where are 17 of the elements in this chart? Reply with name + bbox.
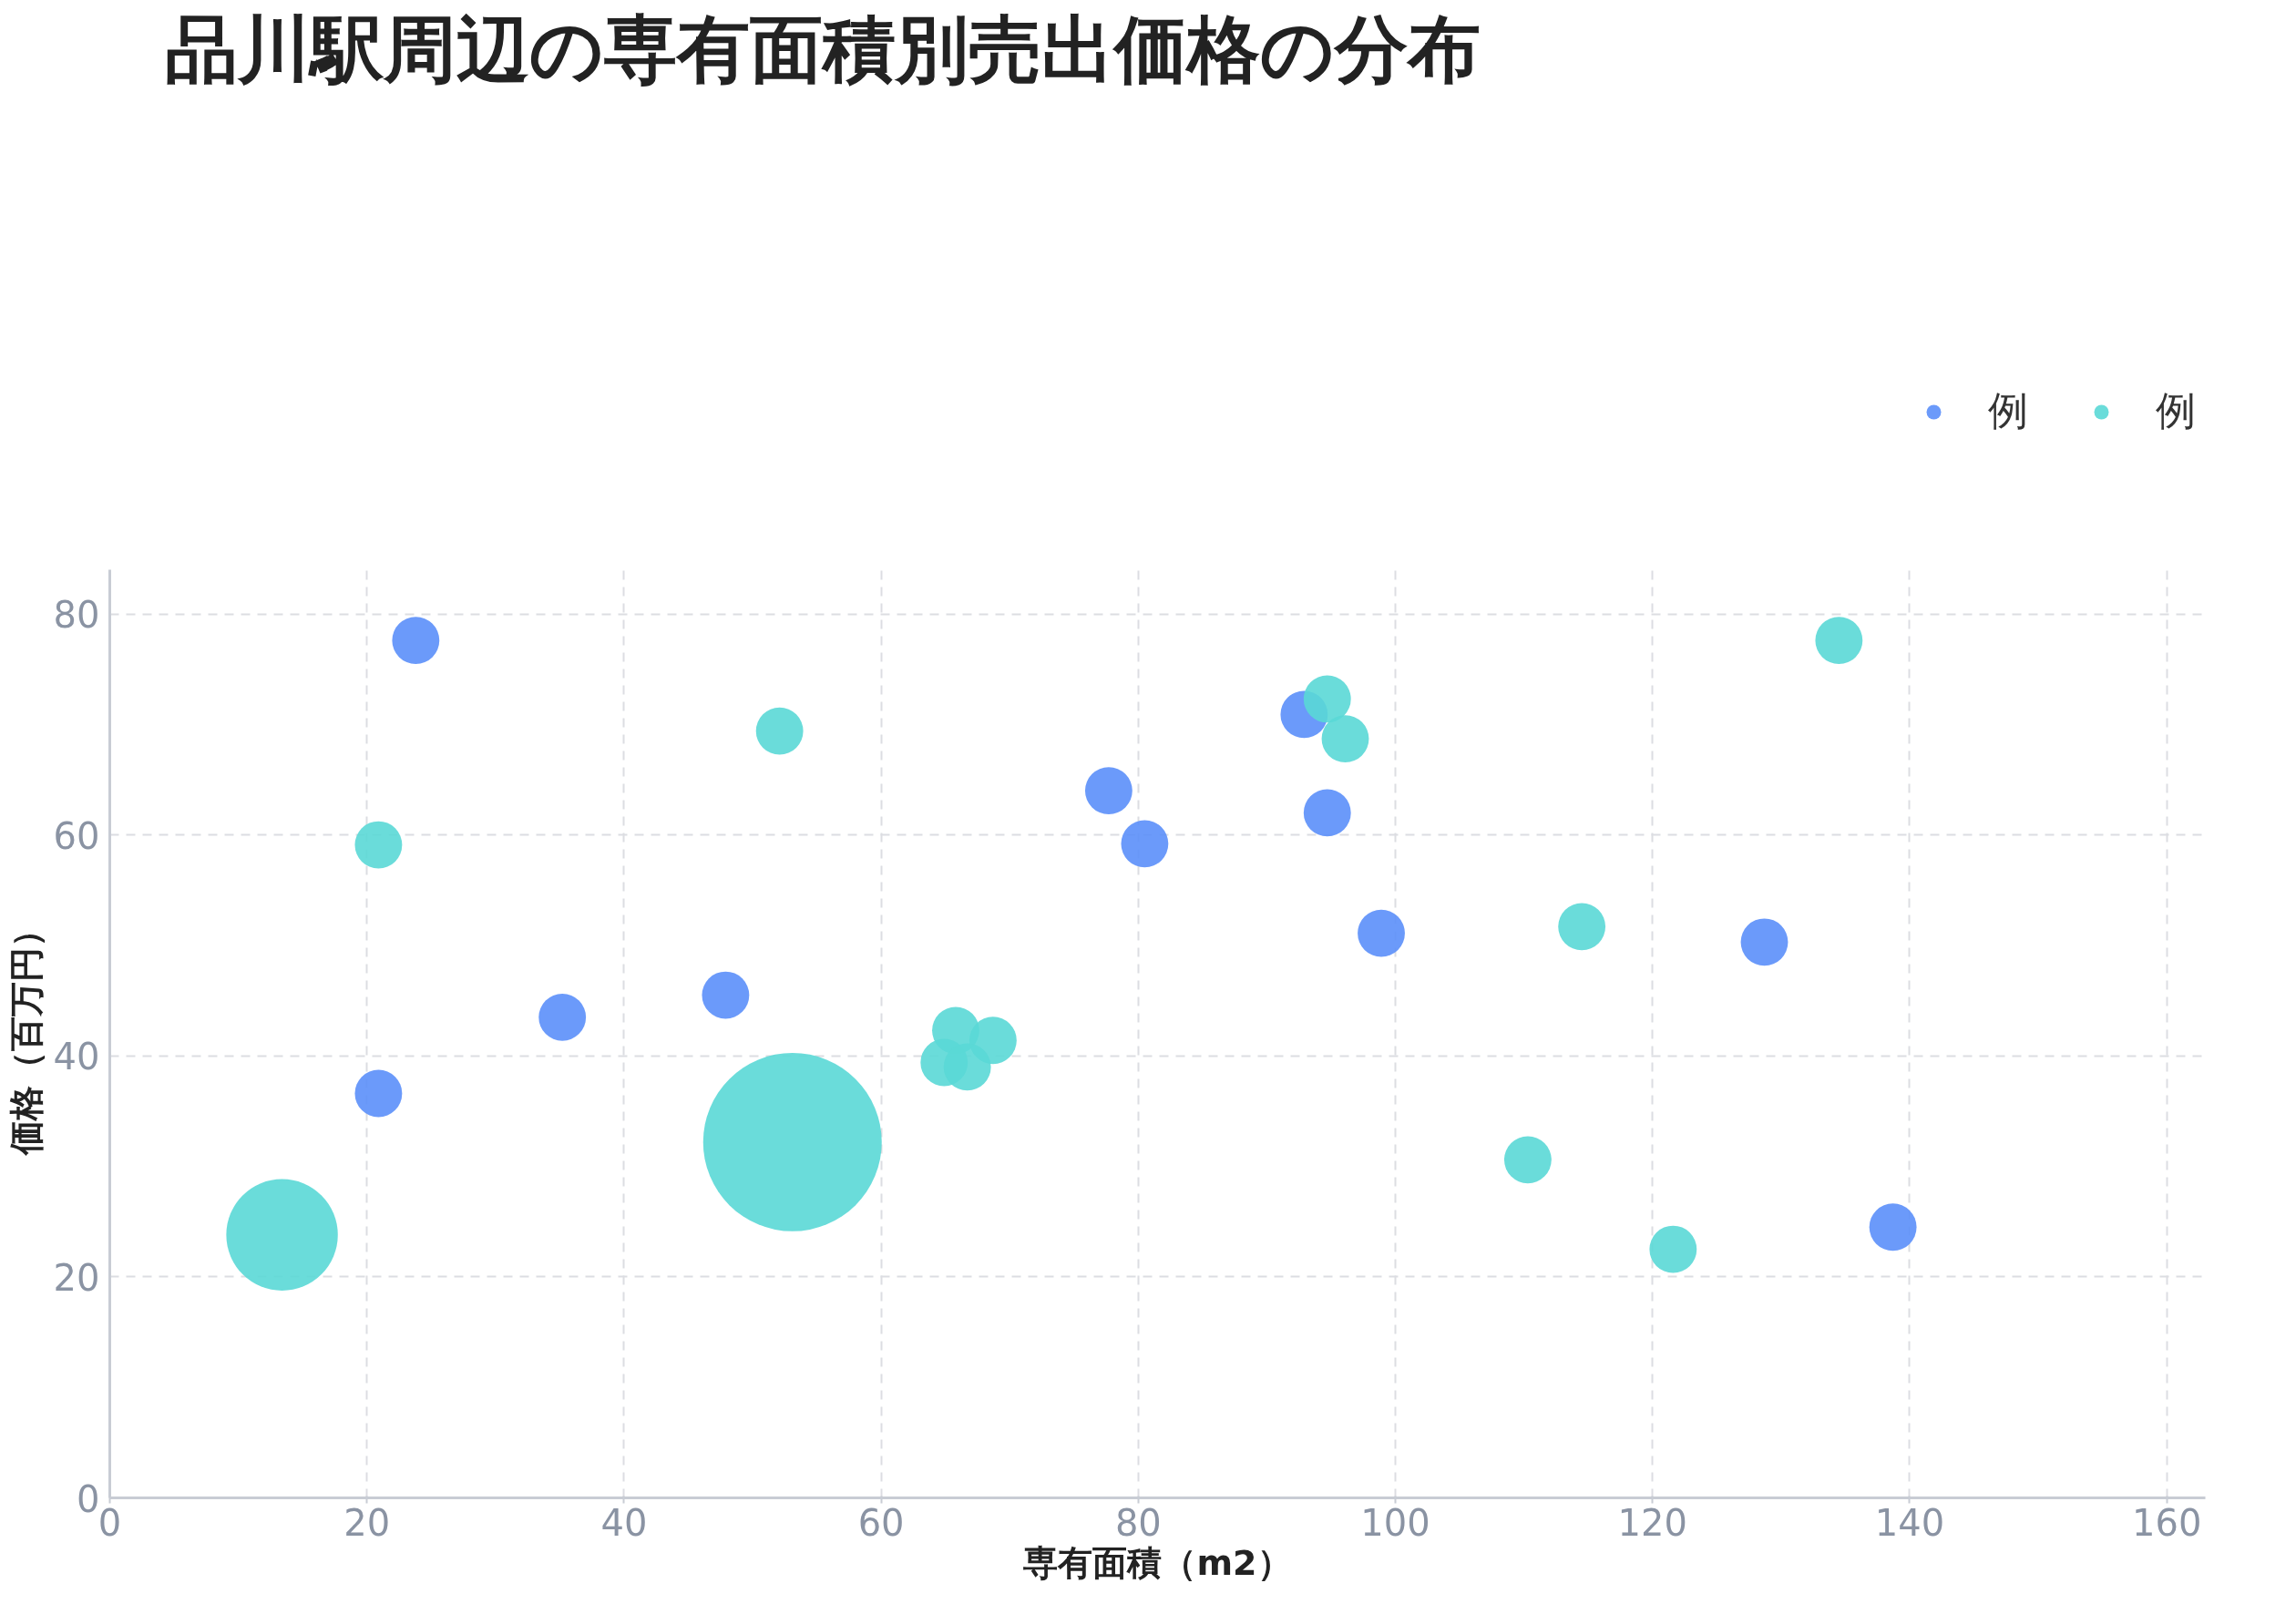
x-tick-label: 140 — [1874, 1501, 1945, 1544]
x-tick-label: 60 — [857, 1501, 905, 1544]
x-axis-title: 専有面積（m2） — [1023, 1542, 1292, 1583]
legend-label: 例 — [1988, 386, 2028, 436]
x-tick-label: 40 — [600, 1501, 648, 1544]
y-tick-label: 80 — [53, 594, 100, 637]
legend-label: 例 — [2156, 386, 2196, 436]
x-tick-label: 120 — [1617, 1501, 1687, 1544]
x-tick-label: 100 — [1360, 1501, 1430, 1544]
x-tick-label: 80 — [1114, 1501, 1162, 1544]
y-axis-title: 価格（百万円） — [5, 913, 46, 1157]
y-tick-label: 20 — [53, 1256, 100, 1299]
x-tick-label: 20 — [343, 1501, 391, 1544]
chart-title: 品川駅周辺の専有面積別売出価格の分布 — [164, 6, 1481, 92]
y-tick-label: 40 — [53, 1036, 100, 1078]
y-tick-label: 60 — [53, 814, 100, 857]
x-tick-label: 160 — [2131, 1501, 2202, 1544]
